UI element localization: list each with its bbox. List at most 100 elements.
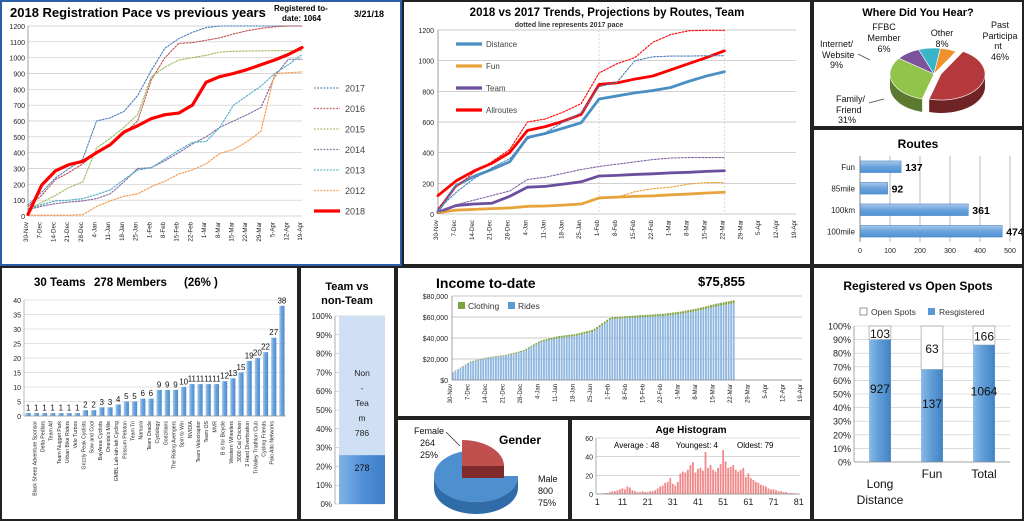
svg-text:Delta Pedlars: Delta Pedlars bbox=[40, 421, 46, 453]
svg-text:Long: Long bbox=[867, 477, 894, 491]
svg-text:400: 400 bbox=[974, 248, 986, 255]
svg-text:19-Apr: 19-Apr bbox=[791, 220, 798, 239]
svg-text:5-Apr: 5-Apr bbox=[755, 220, 762, 235]
spots-title: Registered vs Open Spots bbox=[843, 279, 993, 293]
svg-text:-: - bbox=[361, 383, 364, 393]
age-stat-oldest: Oldest: 79 bbox=[737, 441, 774, 450]
svg-text:30%: 30% bbox=[316, 444, 332, 453]
routes-chart: Routes 0 100 200 300 400 500 Fun 137 85mile 92 100… bbox=[827, 137, 1022, 255]
svg-text:61: 61 bbox=[743, 497, 753, 507]
svg-text:361: 361 bbox=[972, 205, 990, 217]
svg-text:30-Nov: 30-Nov bbox=[433, 219, 440, 240]
svg-text:15-Mar: 15-Mar bbox=[711, 384, 717, 403]
svg-text:Palo Alto Networks: Palo Alto Networks bbox=[270, 421, 276, 465]
pace-registered-line1: Registered to- bbox=[274, 4, 328, 13]
gender-plot-area: Female 264 25% Male 800 75% bbox=[414, 426, 558, 514]
svg-text:75%: 75% bbox=[538, 498, 556, 508]
svg-text:$40,000: $40,000 bbox=[423, 336, 448, 343]
svg-text:2014: 2014 bbox=[345, 145, 365, 155]
svg-text:15-Feb: 15-Feb bbox=[641, 383, 647, 403]
svg-text:8-Feb: 8-Feb bbox=[160, 221, 167, 238]
svg-text:20: 20 bbox=[13, 356, 21, 363]
svg-text:1-Mar: 1-Mar bbox=[676, 384, 682, 400]
svg-text:1: 1 bbox=[34, 404, 39, 413]
svg-text:700: 700 bbox=[13, 103, 25, 110]
income-total: $75,855 bbox=[698, 274, 745, 289]
svg-text:474: 474 bbox=[1006, 226, 1022, 238]
svg-text:3: 3 bbox=[100, 398, 105, 407]
svg-text:50%: 50% bbox=[833, 390, 851, 400]
svg-text:5: 5 bbox=[124, 392, 129, 401]
svg-text:63: 63 bbox=[925, 342, 939, 356]
svg-text:2015: 2015 bbox=[345, 125, 365, 135]
panel-registered-vs-open-spots: Registered vs Open Spots 0% 10% 20% 30% 40% 5… bbox=[812, 266, 1024, 521]
svg-text:100%: 100% bbox=[828, 322, 851, 332]
svg-text:1-Feb: 1-Feb bbox=[606, 383, 612, 399]
svg-text:1000: 1000 bbox=[418, 59, 434, 66]
svg-text:278: 278 bbox=[354, 463, 369, 473]
svg-text:40%: 40% bbox=[316, 425, 332, 434]
teamvs-plot-area: 0% 10% 20% 30% 40% 50% 60% 70% 80% 90% 100% Non - Tea… bbox=[312, 312, 385, 509]
svg-text:22-Feb: 22-Feb bbox=[648, 219, 655, 239]
svg-text:5-Apr: 5-Apr bbox=[763, 384, 769, 399]
svg-text:21-Dec: 21-Dec bbox=[64, 222, 71, 242]
svg-text:Distance: Distance bbox=[486, 40, 518, 49]
svg-text:11: 11 bbox=[204, 375, 213, 384]
svg-text:38: 38 bbox=[277, 296, 286, 305]
svg-text:300: 300 bbox=[13, 167, 25, 174]
svg-text:7-Dec: 7-Dec bbox=[466, 384, 472, 400]
svg-text:Participa: Participa bbox=[982, 31, 1017, 41]
svg-text:Sow and Cool: Sow and Cool bbox=[90, 421, 96, 453]
svg-text:25-Jan: 25-Jan bbox=[133, 221, 140, 240]
svg-text:14-Dec: 14-Dec bbox=[469, 220, 476, 240]
svg-text:2: 2 bbox=[91, 401, 96, 410]
teams-title-a: 30 Teams bbox=[34, 277, 86, 289]
svg-text:Fun: Fun bbox=[841, 163, 855, 172]
routes-title: Routes bbox=[898, 137, 939, 151]
svg-text:28-Dec: 28-Dec bbox=[505, 220, 512, 240]
svg-text:10%: 10% bbox=[833, 444, 851, 454]
svg-text:166: 166 bbox=[974, 330, 994, 344]
svg-text:25-Jan: 25-Jan bbox=[588, 384, 594, 402]
svg-text:Fun: Fun bbox=[922, 467, 943, 481]
svg-text:Allroutes: Allroutes bbox=[486, 106, 517, 115]
svg-text:BayArea Cyclists: BayArea Cyclists bbox=[98, 421, 104, 461]
svg-text:Possum Peloton: Possum Peloton bbox=[122, 421, 128, 459]
svg-text:22: 22 bbox=[261, 343, 270, 352]
svg-text:100km: 100km bbox=[831, 206, 855, 215]
svg-text:10: 10 bbox=[13, 385, 21, 392]
svg-text:1000: 1000 bbox=[9, 56, 25, 63]
svg-text:Internet/: Internet/ bbox=[820, 39, 854, 49]
svg-text:15: 15 bbox=[13, 371, 21, 378]
svg-text:500: 500 bbox=[13, 135, 25, 142]
svg-text:200: 200 bbox=[422, 181, 434, 188]
svg-text:12: 12 bbox=[220, 372, 229, 381]
svg-text:100: 100 bbox=[884, 248, 896, 255]
svg-text:22-Mar: 22-Mar bbox=[728, 384, 734, 403]
panel-registration-pace: 2018 Registration Pace vs previous years… bbox=[0, 0, 402, 266]
svg-text:800: 800 bbox=[422, 89, 434, 96]
svg-text:5-Apr: 5-Apr bbox=[270, 222, 277, 237]
svg-text:Team Tri: Team Tri bbox=[131, 421, 137, 441]
svg-text:nt: nt bbox=[994, 41, 1002, 51]
svg-text:4-Jan: 4-Jan bbox=[523, 219, 530, 235]
svg-text:Team Oracle: Team Oracle bbox=[147, 421, 153, 451]
svg-text:Female: Female bbox=[414, 426, 444, 436]
panel-where-did-you-hear: Where Did You Hear? Past Participa nt 46% Fa… bbox=[812, 0, 1024, 128]
svg-text:6: 6 bbox=[140, 389, 145, 398]
svg-text:1200: 1200 bbox=[9, 24, 25, 31]
svg-text:100%: 100% bbox=[312, 312, 332, 321]
svg-text:1: 1 bbox=[595, 497, 600, 507]
svg-text:786: 786 bbox=[355, 428, 369, 438]
svg-text:$20,000: $20,000 bbox=[423, 357, 448, 364]
svg-text:21-Dec: 21-Dec bbox=[487, 220, 494, 240]
svg-text:1: 1 bbox=[42, 404, 47, 413]
svg-text:Total: Total bbox=[971, 467, 996, 481]
svg-text:600: 600 bbox=[422, 120, 434, 127]
svg-text:NVIDIA: NVIDIA bbox=[188, 420, 194, 438]
svg-text:80%: 80% bbox=[316, 350, 332, 359]
svg-text:600: 600 bbox=[13, 119, 25, 126]
svg-text:$60,000: $60,000 bbox=[423, 315, 448, 322]
svg-text:Rides: Rides bbox=[518, 301, 540, 311]
